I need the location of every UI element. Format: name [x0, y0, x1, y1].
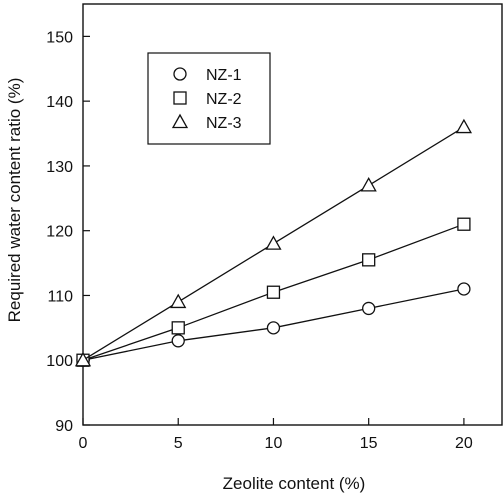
data-point-nz-3 — [265, 235, 282, 250]
data-point-nz-1 — [362, 301, 376, 316]
data-point-nz-2 — [457, 217, 471, 231]
y-tick-label: 140 — [46, 94, 73, 111]
legend-entry-nz-2: NZ-2 — [173, 91, 242, 108]
plot-area — [82, 3, 503, 426]
legend-marker-nz-3 — [171, 113, 189, 129]
data-point-nz-2 — [171, 321, 185, 335]
x-tick-label: 0 — [79, 435, 88, 452]
data-point-nz-1 — [457, 282, 471, 296]
y-tick-label: 130 — [46, 159, 73, 176]
y-axis-title: Required water content ratio (%) — [5, 78, 24, 323]
y-tick-label: 150 — [46, 29, 73, 46]
series-nz-3 — [74, 118, 473, 367]
y-axis: 90 100 110 120 130 140 150 — [46, 29, 90, 435]
legend-entry-nz-3: NZ-3 — [171, 113, 242, 132]
y-tick-label: 120 — [46, 224, 73, 241]
legend-marker-nz-2 — [173, 91, 187, 105]
x-axis: 0 5 10 15 20 — [79, 418, 473, 452]
data-point-nz-3 — [170, 293, 187, 309]
data-point-nz-3 — [360, 177, 377, 192]
data-point-nz-2 — [362, 253, 376, 267]
legend-label-nz-1: NZ-1 — [206, 67, 242, 84]
data-point-nz-1 — [266, 321, 281, 335]
x-tick-label: 20 — [455, 435, 473, 452]
y-tick-label: 100 — [46, 353, 73, 370]
legend-marker-nz-1 — [173, 67, 187, 81]
x-tick-label: 10 — [265, 435, 283, 452]
series-layer — [74, 118, 473, 367]
x-axis-title: Zeolite content (%) — [223, 474, 366, 493]
y-tick-label: 110 — [47, 288, 73, 305]
legend-label-nz-3: NZ-3 — [206, 115, 242, 132]
plot-border — [82, 3, 503, 426]
data-point-nz-3 — [455, 118, 473, 134]
data-point-nz-2 — [266, 285, 281, 299]
x-tick-label: 5 — [174, 435, 183, 452]
x-tick-label: 15 — [360, 435, 378, 452]
legend: NZ-1 NZ-2 NZ-3 — [147, 52, 271, 145]
legend-entry-nz-1: NZ-1 — [173, 67, 242, 84]
legend-box — [147, 52, 271, 145]
legend-label-nz-2: NZ-2 — [206, 91, 242, 108]
y-tick-label: 90 — [55, 418, 73, 435]
data-point-nz-3 — [74, 351, 92, 367]
data-point-nz-1 — [171, 334, 185, 348]
